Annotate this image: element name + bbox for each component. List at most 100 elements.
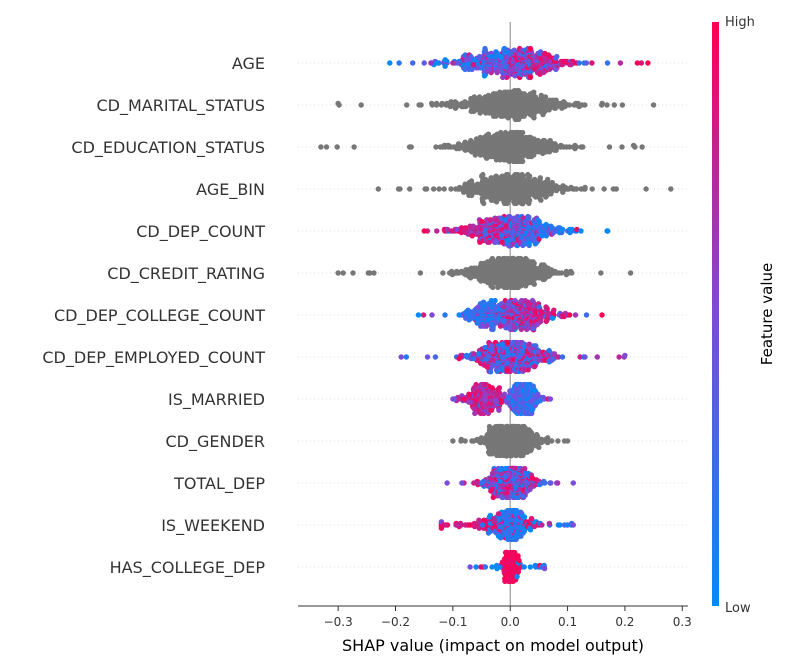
point-age: [428, 60, 434, 66]
point-age: [501, 45, 507, 52]
point-age-bin: [462, 181, 468, 187]
point-cd-gender: [527, 428, 533, 435]
point-cd-dep-employed-count: [533, 343, 539, 349]
point-cd-marital-status: [335, 100, 341, 107]
point-age: [454, 60, 461, 66]
point-age: [387, 60, 393, 66]
point-cd-dep-count: [483, 231, 489, 237]
point-is-married: [506, 394, 512, 401]
point-cd-credit-rating: [523, 255, 529, 262]
point-age-bin: [478, 181, 484, 187]
point-age-bin: [423, 186, 430, 192]
point-age: [464, 57, 470, 63]
point-cd-dep-employed-count: [432, 354, 439, 360]
point-age-bin: [526, 200, 532, 207]
point-is-married: [488, 407, 495, 413]
point-cd-marital-status: [611, 102, 617, 108]
point-age: [498, 53, 504, 60]
point-cd-education-status: [494, 134, 501, 141]
point-cd-dep-employed-count: [471, 351, 477, 357]
point-cd-gender: [520, 452, 526, 459]
point-cd-dep-college-count: [488, 297, 495, 304]
point-cd-credit-rating: [417, 270, 424, 276]
point-cd-dep-count: [559, 226, 566, 233]
point-cd-dep-count: [482, 223, 488, 229]
point-age: [576, 60, 582, 66]
point-cd-marital-status: [531, 115, 537, 121]
point-cd-education-status: [619, 144, 625, 150]
point-is-married: [530, 383, 536, 389]
point-age: [481, 73, 488, 79]
beeswarm-points: [318, 45, 674, 585]
point-cd-dep-college-count: [463, 315, 469, 321]
point-cd-marital-status: [505, 115, 511, 121]
point-cd-education-status: [639, 144, 645, 150]
point-cd-marital-status: [505, 89, 511, 95]
point-cd-credit-rating: [490, 284, 496, 291]
point-age: [475, 65, 481, 71]
point-cd-dep-count: [469, 233, 475, 239]
point-cd-education-status: [470, 145, 476, 152]
point-cd-marital-status: [619, 102, 626, 108]
point-cd-gender: [536, 444, 542, 451]
point-age: [468, 53, 474, 60]
point-age: [546, 66, 553, 73]
point-cd-credit-rating: [480, 267, 486, 273]
point-age-bin: [480, 171, 486, 178]
point-cd-dep-college-count: [456, 312, 462, 318]
point-cd-marital-status: [485, 108, 491, 115]
point-cd-marital-status: [465, 100, 471, 107]
point-cd-dep-college-count: [474, 320, 480, 326]
point-cd-credit-rating: [505, 255, 511, 262]
point-is-married: [482, 397, 488, 404]
point-cd-dep-employed-count: [504, 352, 511, 358]
point-cd-education-status: [486, 152, 492, 158]
point-cd-credit-rating: [350, 270, 356, 276]
point-cd-credit-rating: [440, 270, 446, 276]
point-cd-dep-employed-count: [622, 352, 628, 359]
point-cd-marital-status: [566, 102, 572, 108]
point-age-bin: [471, 183, 477, 189]
point-cd-dep-college-count: [599, 312, 605, 318]
point-age-bin: [495, 192, 501, 199]
point-cd-credit-rating: [340, 270, 346, 276]
point-cd-dep-college-count: [551, 307, 557, 313]
point-cd-education-status: [519, 129, 526, 136]
point-cd-dep-count: [536, 218, 542, 225]
point-cd-credit-rating: [335, 270, 341, 276]
point-cd-dep-employed-count: [499, 341, 506, 347]
point-cd-dep-college-count: [501, 304, 507, 310]
point-cd-credit-rating: [530, 259, 536, 265]
point-cd-credit-rating: [569, 270, 575, 276]
point-is-married: [482, 392, 488, 398]
point-cd-dep-college-count: [543, 318, 549, 325]
point-cd-dep-employed-count: [487, 369, 494, 375]
point-cd-credit-rating: [365, 270, 371, 276]
point-cd-education-status: [495, 152, 501, 158]
point-age-bin: [589, 186, 595, 192]
point-cd-dep-employed-count: [504, 367, 510, 373]
point-is-married: [489, 385, 495, 391]
point-cd-dep-college-count: [420, 312, 427, 318]
point-cd-marital-status: [468, 95, 474, 102]
point-cd-gender: [555, 438, 561, 444]
point-cd-credit-rating: [467, 275, 474, 281]
point-age-bin: [531, 176, 538, 183]
point-cd-dep-employed-count: [525, 367, 531, 373]
point-cd-marital-status: [531, 89, 537, 95]
point-cd-dep-count: [578, 228, 584, 234]
point-age: [645, 60, 651, 66]
point-age-bin: [397, 186, 403, 192]
point-age: [553, 66, 559, 73]
point-cd-marital-status: [477, 110, 483, 116]
point-cd-dep-college-count: [536, 304, 542, 310]
point-cd-credit-rating: [495, 282, 501, 289]
point-cd-education-status: [351, 144, 357, 150]
point-cd-dep-college-count: [511, 325, 517, 331]
point-is-married: [466, 391, 472, 397]
point-age-bin: [481, 200, 487, 207]
point-cd-dep-count: [475, 225, 481, 231]
point-cd-marital-status: [650, 102, 657, 108]
point-cd-education-status: [486, 136, 492, 142]
point-cd-education-status: [580, 144, 586, 150]
